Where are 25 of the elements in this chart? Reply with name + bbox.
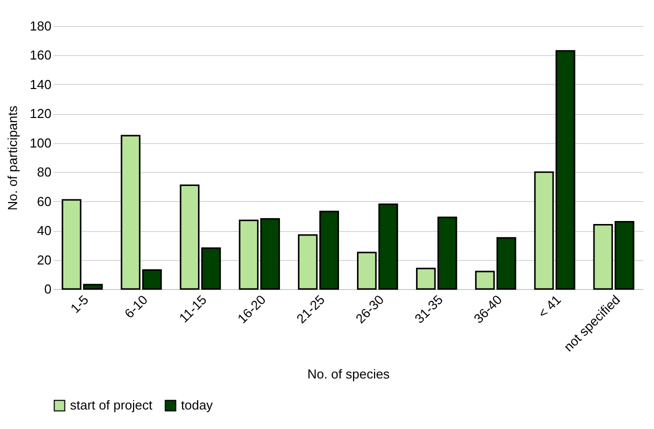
x-axis-title: No. of species [307,366,390,382]
y-tick-label: 120 [30,106,52,122]
x-tick-label: < 41 [535,292,564,321]
y-tick-label: 100 [30,135,52,150]
bar [437,216,458,290]
y-tick-label: 140 [30,76,52,92]
bar [378,204,398,290]
bar [356,252,377,290]
bar [319,210,340,290]
y-tick-label: 180 [30,18,52,34]
y-tick-label: 60 [37,194,52,209]
y-tick-label: 0 [44,282,52,296]
legend-label: today [181,398,214,413]
x-tick-label: 6-10 [121,292,150,322]
bar [416,268,436,290]
legend-label: start of project [70,398,153,413]
y-axis-title: No. of participants [4,105,20,210]
y-tick-label: 160 [30,48,52,63]
y-tick-label: 80 [37,164,52,180]
bar [298,234,318,290]
y-tick-label: 40 [37,223,52,238]
bar [260,218,280,290]
y-tick-label: 20 [37,252,52,268]
bar [238,220,259,290]
x-tick-label: 1-5 [68,292,92,316]
